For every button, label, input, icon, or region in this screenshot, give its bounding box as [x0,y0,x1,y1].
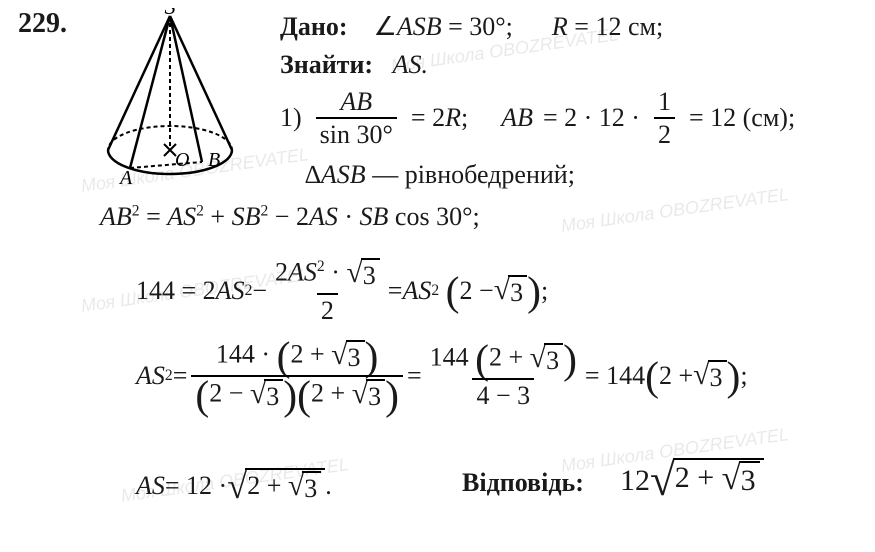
answer-label: Відповідь: [462,468,584,498]
cone-diagram: S A B O [90,8,250,186]
problem-number: 229. [18,8,67,40]
frac-num: AB [336,88,376,117]
find-line: Знайти: AS. [280,46,663,84]
label-S: S [165,8,176,19]
given-label: Дано: [280,12,348,41]
frac-2as2root3: 2AS2 · √3 2 [271,258,384,324]
step-1: 1) AB sin 30° = 2R; AB = 2 · 12 · 1 2 = … [280,88,795,149]
angle-val: = 30°; [442,12,513,41]
frac-mid: 144 (2 + √3) 4 − 3 [426,343,581,410]
frac-half: 1 2 [654,88,675,149]
final-as: AS = 12 · √ 2 + √3 . [136,468,332,505]
R-sym: R [552,12,568,41]
law-of-cosines: AB2 = AS2 + SB2 − 2AS · SB cos 30°; [100,202,480,232]
eq-expr: = 2 · 12 · [543,103,640,133]
eq-144: 144 = 2AS2 − 2AS2 · √3 2 = AS2 (2 − √3); [136,258,548,324]
triangle-note: ∆ASB — рівнобедрений; [305,160,575,190]
sqrt-answer: √ 2 + √3 [650,458,764,503]
find-target: AS. [393,50,428,79]
eq-as2: AS2 = 144 · (2 + √3) (2 − √3)(2 + √3) = … [136,340,748,413]
angle-name: ASB [397,12,442,41]
step-index: 1) [280,103,302,133]
label-B: B [208,149,220,171]
label-A: A [118,167,133,186]
AB-left: AB [501,103,533,133]
find-label: Знайти: [280,50,373,79]
eq-2r: = 2R; [411,103,468,133]
frac-big: 144 · (2 + √3) (2 − √3)(2 + √3) [191,340,403,413]
page: Моя Школа OBOZREVATEL Моя Школа OBOZREVA… [0,0,875,552]
step1-result: = 12 (см); [689,103,795,133]
sqrt-outer: √ 2 + √3 [227,468,325,505]
answer-value: 12 √ 2 + √3 [620,458,764,503]
given-line: Дано: ∠ASB = 30°; R = 12 см; [280,8,663,46]
label-O: O [175,149,189,171]
frac-den: sin 30° [316,117,397,148]
angle-symbol: ∠ [374,12,397,41]
frac-ab-sin: AB sin 30° [316,88,397,149]
given-block: Дано: ∠ASB = 30°; R = 12 см; Знайти: AS. [280,8,663,83]
R-val: = 12 см; [568,12,663,41]
watermark: Моя Школа OBOZREVATEL [560,184,790,237]
